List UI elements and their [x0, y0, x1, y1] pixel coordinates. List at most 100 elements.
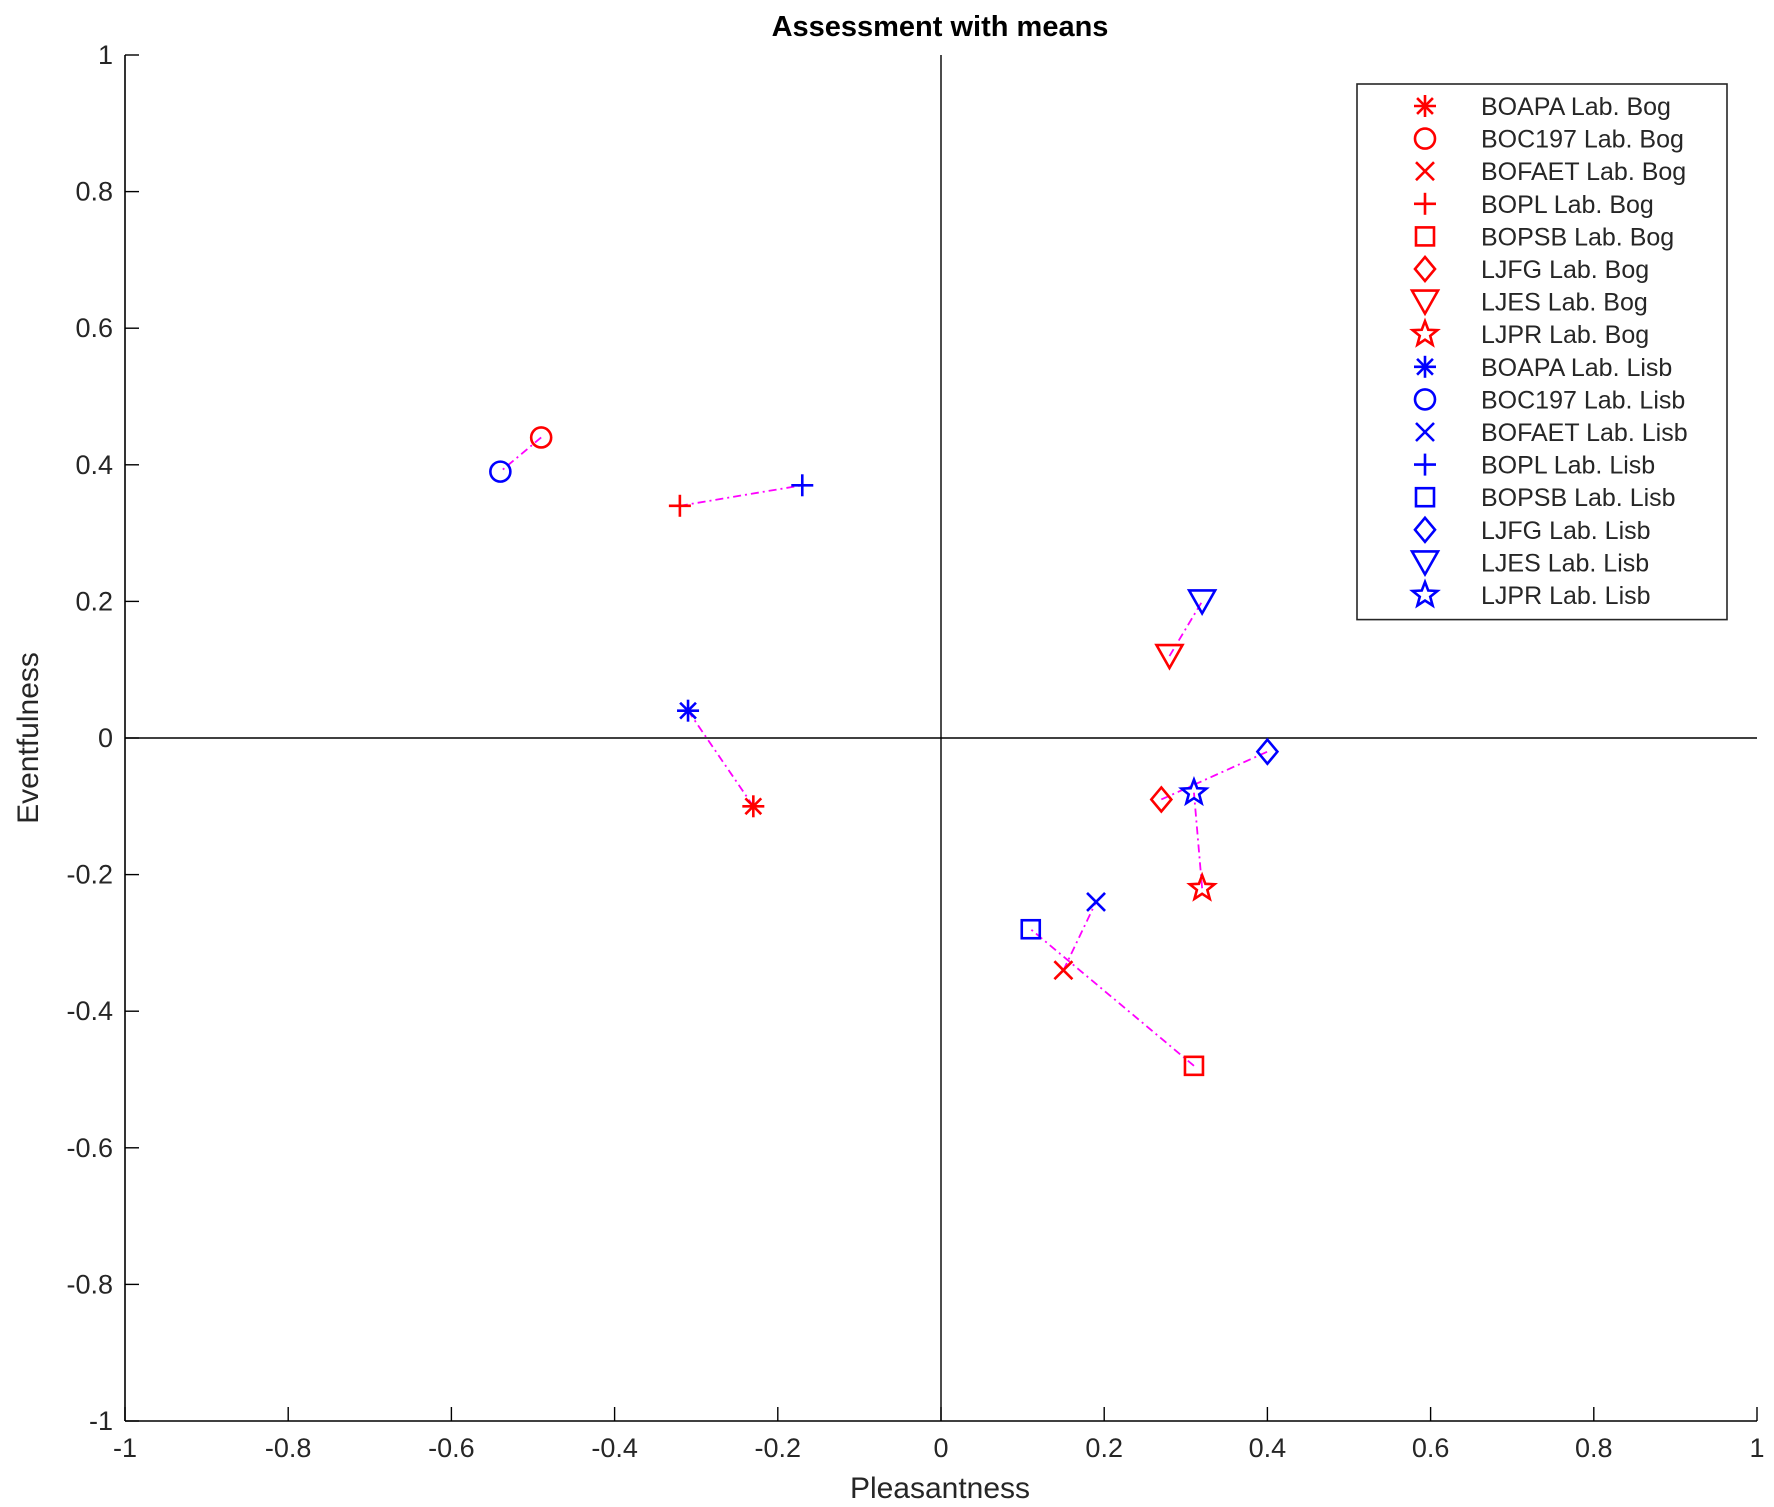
legend-item: BOAPA Lab. Bog: [1414, 93, 1671, 121]
point-ljpr-lab-lisb: [1178, 775, 1210, 807]
y-tick-label: -1: [89, 1406, 113, 1436]
x-tick-label: 0.8: [1575, 1433, 1613, 1463]
connection-line: [679, 484, 803, 507]
legend-label: BOPL Lab. Bog: [1481, 191, 1654, 219]
point-ljes-lab-bog: [1154, 643, 1185, 671]
legend-label: BOC197 Lab. Bog: [1481, 126, 1684, 154]
legend-marker: [1409, 550, 1441, 578]
point-ljes-lab-lisb: [1186, 589, 1218, 617]
legend-item: BOPSB Lab. Bog: [1414, 223, 1674, 251]
legend-label: BOPL Lab. Lisb: [1481, 452, 1655, 480]
y-tick-label: -0.4: [66, 996, 113, 1026]
y-tick-label: 0.6: [75, 313, 113, 343]
legend-marker: [1414, 192, 1436, 215]
y-tick-label: 1: [98, 40, 113, 70]
legend-item: LJFG Lab. Lisb: [1413, 515, 1651, 545]
y-axis-label: Eventfulness: [12, 652, 45, 824]
legend-marker: [1413, 515, 1437, 544]
point-bopl-lab-lisb: [791, 474, 814, 497]
y-tick-label: 0.2: [75, 586, 113, 616]
legend-item: LJES Lab. Bog: [1409, 289, 1648, 317]
legend-marker: [1413, 127, 1437, 150]
legend-marker: [1415, 161, 1435, 182]
connection-line: [1168, 600, 1203, 657]
legend-box: [1356, 83, 1728, 621]
point-ljfg-lab-lisb: [1255, 737, 1280, 766]
y-tick-label: 0.8: [75, 177, 113, 207]
legend-item: LJES Lab. Lisb: [1409, 549, 1649, 578]
legend-label: BOAPA Lab. Bog: [1481, 93, 1671, 121]
legend-label: LJFG Lab. Lisb: [1481, 517, 1651, 545]
connection-line: [1193, 792, 1204, 889]
legend-label: LJPR Lab. Lisb: [1481, 582, 1651, 610]
legend-item: BOPL Lab. Bog: [1414, 191, 1654, 219]
legend-marker: [1415, 422, 1435, 442]
y-tick-label: -0.6: [66, 1133, 113, 1163]
legend-marker: [1414, 486, 1436, 508]
legend-label: LJPR Lab. Bog: [1481, 321, 1649, 349]
x-tick-label: 0.6: [1412, 1433, 1450, 1463]
axes: -1 -0.8 -0.6 -0.4 -0.2 0 0.2 0.4 0.6 0.8 1 -1 -0.8 -0…: [66, 40, 1764, 1463]
point-bofaet-lab-bog: [1053, 960, 1074, 981]
legend-label: BOAPA Lab. Lisb: [1481, 354, 1672, 382]
x-axis-label: Pleasantness: [850, 1472, 1030, 1505]
legend-marker: [1414, 453, 1436, 476]
x-tick-label: -0.4: [591, 1433, 638, 1463]
point-boc197-lab-bog: [529, 426, 553, 449]
x-tick-label: 0.2: [1085, 1433, 1123, 1463]
legend-marker: [1409, 289, 1441, 317]
legend-item: BOC197 Lab. Lisb: [1413, 386, 1685, 414]
legend-item: BOPSB Lab. Lisb: [1414, 484, 1676, 512]
legend-label: LJES Lab. Lisb: [1481, 549, 1649, 577]
x-tick-label: -0.6: [428, 1433, 475, 1463]
point-ljpr-lab-bog: [1186, 871, 1218, 902]
x-tick-label: -1: [113, 1433, 137, 1463]
legend-label: BOFAET Lab. Bog: [1481, 158, 1686, 186]
legend-label: BOFAET Lab. Lisb: [1481, 419, 1688, 447]
point-boapa-lab-bog: [742, 795, 765, 818]
legend-marker: [1414, 95, 1436, 117]
legend-item: LJPR Lab. Lisb: [1409, 578, 1651, 610]
point-bopl-lab-bog: [668, 494, 691, 517]
point-bofaet-lab-lisb: [1086, 892, 1106, 912]
chart-title: Assessment with means: [772, 11, 1109, 43]
point-boapa-lab-lisb: [677, 699, 700, 722]
legend-item: BOAPA Lab. Lisb: [1414, 354, 1672, 382]
x-tick-label: 1: [1749, 1433, 1764, 1463]
y-tick-label: 0.4: [75, 450, 113, 480]
legend-marker: [1414, 355, 1436, 378]
point-bopsb-lab-lisb: [1020, 918, 1042, 940]
legend-label: BOPSB Lab. Lisb: [1481, 484, 1676, 512]
legend-item: BOPL Lab. Lisb: [1414, 452, 1655, 480]
legend-item: BOFAET Lab. Bog: [1415, 158, 1686, 186]
x-tick-label: -0.2: [755, 1433, 802, 1463]
legend-item: LJFG Lab. Bog: [1413, 254, 1649, 284]
legend-marker: [1409, 317, 1441, 348]
legend-label: BOPSB Lab. Bog: [1481, 223, 1674, 251]
point-ljfg-lab-bog: [1149, 785, 1174, 814]
x-tick-label: 0: [933, 1433, 948, 1463]
legend-item: BOFAET Lab. Lisb: [1415, 419, 1688, 447]
legend: BOAPA Lab. Bog BOC197 Lab. Bog BOFAET Lab.…: [1356, 83, 1728, 621]
legend-marker: [1409, 578, 1441, 609]
legend-marker: [1413, 388, 1437, 411]
x-tick-label: 0.4: [1249, 1433, 1287, 1463]
legend-label: LJFG Lab. Bog: [1481, 256, 1649, 284]
y-tick-label: -0.8: [66, 1269, 113, 1299]
point-boc197-lab-lisb: [489, 460, 512, 483]
connection-line: [687, 710, 755, 807]
point-bopsb-lab-bog: [1183, 1055, 1205, 1077]
y-tick-label: -0.2: [66, 860, 113, 890]
legend-item: LJPR Lab. Bog: [1409, 317, 1649, 349]
legend-marker: [1413, 254, 1437, 284]
y-tick-label: 0: [98, 723, 113, 753]
connection-line: [1160, 750, 1268, 801]
data-points: [489, 426, 1280, 1077]
legend-marker: [1414, 226, 1436, 247]
connection-lines: [499, 436, 1268, 1067]
legend-item: BOC197 Lab. Bog: [1413, 126, 1684, 154]
connection-line: [1062, 901, 1097, 971]
x-tick-label: -0.8: [265, 1433, 312, 1463]
legend-label: LJES Lab. Bog: [1481, 289, 1648, 317]
